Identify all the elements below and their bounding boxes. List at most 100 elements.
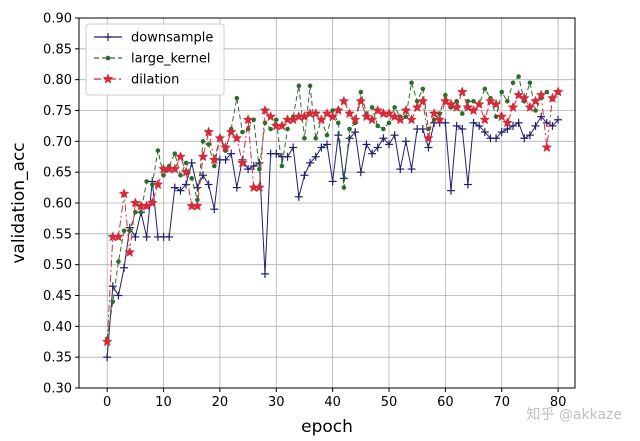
data-point-large_kernel xyxy=(499,89,505,95)
data-point-downsample xyxy=(120,263,129,272)
y-axis-title: validation_acc xyxy=(9,142,29,263)
data-point-dilation xyxy=(214,132,226,143)
data-point-downsample xyxy=(548,121,557,130)
data-point-large_kernel xyxy=(183,160,189,166)
data-point-downsample xyxy=(249,162,258,170)
data-point-dilation xyxy=(535,89,547,100)
data-point-dilation xyxy=(197,151,209,162)
data-point-large_kernel xyxy=(144,179,149,184)
data-point-large_kernel xyxy=(471,98,476,104)
data-point-large_kernel xyxy=(285,126,290,132)
axis-ticks: 0 10 20 30 40 50 60 70 80 0.30 0.35 0.40 0.45 0.50 0.5… xyxy=(43,12,566,411)
data-point-downsample xyxy=(289,143,298,152)
data-point-dilation xyxy=(552,86,564,97)
y-tick-label: 0.75 xyxy=(43,104,72,119)
data-point-large_kernel xyxy=(234,95,240,101)
data-point-downsample xyxy=(554,115,563,124)
data-point-dilation xyxy=(445,98,457,109)
x-tick-label: 80 xyxy=(550,395,567,410)
data-point-downsample xyxy=(401,137,410,146)
y-tick-label: 0.30 xyxy=(43,382,72,397)
data-point-downsample xyxy=(339,174,348,183)
data-point-large_kernel xyxy=(172,151,178,156)
data-point-dilation xyxy=(428,107,440,119)
data-point-dilation xyxy=(191,200,203,211)
data-point-large_kernel xyxy=(178,172,183,178)
y-tick-label: 0.60 xyxy=(43,197,72,212)
data-point-downsample xyxy=(362,140,371,149)
data-point-downsample xyxy=(210,205,219,214)
data-point-dilation xyxy=(417,95,429,106)
y-tick-label: 0.65 xyxy=(43,166,72,181)
y-tick-label: 0.45 xyxy=(43,289,72,304)
data-point-large_kernel xyxy=(381,126,386,132)
y-tick-label: 0.35 xyxy=(43,351,72,366)
data-point-dilation xyxy=(451,101,463,113)
y-tick-label: 0.40 xyxy=(43,320,72,335)
data-point-large_kernel xyxy=(443,92,448,98)
legend-marker xyxy=(104,33,112,41)
data-point-dilation xyxy=(524,101,536,113)
data-point-dilation xyxy=(259,104,271,116)
data-point-downsample xyxy=(458,125,467,133)
data-point-dilation xyxy=(434,114,446,125)
data-point-downsample xyxy=(283,152,292,161)
data-point-large_kernel xyxy=(420,86,426,92)
y-tick-label: 0.90 xyxy=(43,12,72,27)
data-point-dilation xyxy=(366,114,378,125)
x-tick-label: 70 xyxy=(493,395,510,410)
data-point-dilation xyxy=(265,110,277,122)
data-point-dilation xyxy=(411,101,423,113)
data-point-dilation xyxy=(490,98,502,109)
y-tick-label: 0.85 xyxy=(43,42,72,57)
data-point-large_kernel xyxy=(302,135,307,141)
data-point-dilation xyxy=(468,104,479,116)
data-point-downsample xyxy=(227,149,236,158)
data-point-large_kernel xyxy=(386,120,392,126)
data-point-downsample xyxy=(396,165,405,174)
data-point-dilation xyxy=(394,114,406,125)
x-tick-label: 60 xyxy=(437,395,454,410)
data-point-downsample xyxy=(300,171,309,180)
data-point-dilation xyxy=(118,188,130,199)
data-point-downsample xyxy=(514,118,523,127)
data-point-downsample xyxy=(193,183,202,192)
data-point-dilation xyxy=(129,197,141,208)
data-point-downsample xyxy=(475,121,484,130)
data-point-downsample xyxy=(418,125,427,133)
series-lines xyxy=(101,74,564,362)
data-point-dilation xyxy=(462,101,474,113)
data-point-dilation xyxy=(220,141,231,153)
legend-item-downsample: downsample xyxy=(94,31,213,46)
data-point-dilation xyxy=(456,86,468,97)
data-point-dilation xyxy=(231,132,243,143)
data-point-large_kernel xyxy=(279,163,285,169)
data-point-large_kernel xyxy=(369,105,375,110)
data-point-downsample xyxy=(232,183,241,192)
data-point-large_kernel xyxy=(206,142,211,147)
data-point-large_kernel xyxy=(516,74,521,79)
legend: downsample large_kernel dilation xyxy=(85,23,225,96)
data-point-downsample xyxy=(142,232,151,241)
data-point-dilation xyxy=(276,120,288,131)
data-point-downsample xyxy=(531,121,540,130)
data-point-dilation xyxy=(321,107,333,119)
data-point-large_kernel xyxy=(133,209,138,215)
data-point-downsample xyxy=(221,155,230,164)
data-point-large_kernel xyxy=(200,139,206,144)
data-point-dilation xyxy=(400,104,412,116)
data-point-downsample xyxy=(520,134,529,143)
x-tick-label: 30 xyxy=(268,395,285,410)
data-point-downsample xyxy=(463,180,472,189)
data-point-large_kernel xyxy=(262,120,268,126)
data-point-downsample xyxy=(379,134,388,143)
data-point-large_kernel xyxy=(527,80,533,86)
data-point-downsample xyxy=(103,353,112,362)
legend-marker xyxy=(102,73,114,84)
data-point-dilation xyxy=(253,181,265,193)
data-point-large_kernel xyxy=(307,83,313,89)
data-point-large_kernel xyxy=(341,185,347,190)
data-point-large_kernel xyxy=(240,129,245,135)
data-point-downsample xyxy=(452,121,461,130)
data-point-downsample xyxy=(244,165,253,174)
